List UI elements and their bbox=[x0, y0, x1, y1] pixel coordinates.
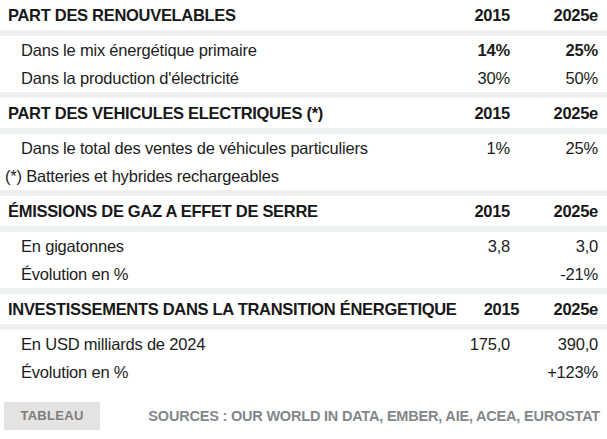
section-header-investissements: INVESTISSEMENTS DANS LA TRANSITION ÉNERG… bbox=[0, 294, 607, 324]
value-2015: 3,8 bbox=[440, 237, 510, 256]
value-2015: 14% bbox=[440, 41, 510, 60]
table-row: En USD milliards de 2024 175,0 390,0 bbox=[0, 330, 607, 358]
row-label: Évolution en % bbox=[21, 363, 440, 382]
column-header-2015: 2015 bbox=[440, 104, 510, 123]
value-2025e: 390,0 bbox=[510, 335, 598, 354]
row-label: Dans le total des ventes de véhicules pa… bbox=[21, 139, 440, 158]
footnote-text: (*) Batteries et hybrides rechargeables bbox=[5, 167, 598, 186]
table-row: Dans le mix énergétique primaire 14% 25% bbox=[0, 36, 607, 64]
row-label: En gigatonnes bbox=[21, 237, 440, 256]
section-header-renouvelables: PART DES RENOUVELABLES 2015 2025e bbox=[0, 0, 607, 30]
table-row: Dans la production d'électricité 30% 50% bbox=[0, 64, 607, 92]
table-row: En gigatonnes 3,8 3,0 bbox=[0, 232, 607, 260]
table-row: Dans le total des ventes de véhicules pa… bbox=[0, 134, 607, 162]
column-header-2015: 2015 bbox=[457, 300, 520, 319]
value-2025e: 25% bbox=[510, 139, 598, 158]
column-header-2015: 2015 bbox=[440, 6, 510, 25]
section-header-emissions-ges: ÉMISSIONS DE GAZ A EFFET DE SERRE 2015 2… bbox=[0, 196, 607, 226]
tableau-badge: TABLEAU bbox=[4, 402, 100, 430]
section-title: ÉMISSIONS DE GAZ A EFFET DE SERRE bbox=[8, 202, 440, 221]
footer: TABLEAU SOURCES : OUR WORLD IN DATA, EMB… bbox=[0, 402, 607, 430]
section-header-vehicules-electriques: PART DES VEHICULES ELECTRIQUES (*) 2015 … bbox=[0, 98, 607, 128]
footnote-row: (*) Batteries et hybrides rechargeables bbox=[0, 162, 607, 190]
value-2025e: +123% bbox=[510, 363, 598, 382]
value-2025e: 25% bbox=[510, 41, 598, 60]
row-label: Dans la production d'électricité bbox=[21, 69, 440, 88]
value-2025e: -21% bbox=[510, 265, 598, 284]
column-header-2025e: 2025e bbox=[519, 300, 598, 319]
table-row: Évolution en % +123% bbox=[0, 358, 607, 386]
value-2025e: 50% bbox=[510, 69, 598, 88]
row-label: Évolution en % bbox=[21, 265, 440, 284]
column-header-2015: 2015 bbox=[440, 202, 510, 221]
section-title: PART DES VEHICULES ELECTRIQUES (*) bbox=[8, 104, 440, 123]
column-header-2025e: 2025e bbox=[510, 202, 598, 221]
value-2025e: 3,0 bbox=[510, 237, 598, 256]
row-label: En USD milliards de 2024 bbox=[21, 335, 440, 354]
sources-text: SOURCES : OUR WORLD IN DATA, EMBER, AIE,… bbox=[148, 408, 607, 424]
column-header-2025e: 2025e bbox=[510, 104, 598, 123]
section-title: PART DES RENOUVELABLES bbox=[8, 6, 440, 25]
value-2015: 175,0 bbox=[440, 335, 510, 354]
value-2015: 1% bbox=[440, 139, 510, 158]
value-2015: 30% bbox=[440, 69, 510, 88]
table-row: Évolution en % -21% bbox=[0, 260, 607, 288]
energy-transition-table: PART DES RENOUVELABLES 2015 2025e Dans l… bbox=[0, 0, 607, 439]
row-label: Dans le mix énergétique primaire bbox=[21, 41, 440, 60]
column-header-2025e: 2025e bbox=[510, 6, 598, 25]
section-title: INVESTISSEMENTS DANS LA TRANSITION ÉNERG… bbox=[8, 300, 457, 319]
